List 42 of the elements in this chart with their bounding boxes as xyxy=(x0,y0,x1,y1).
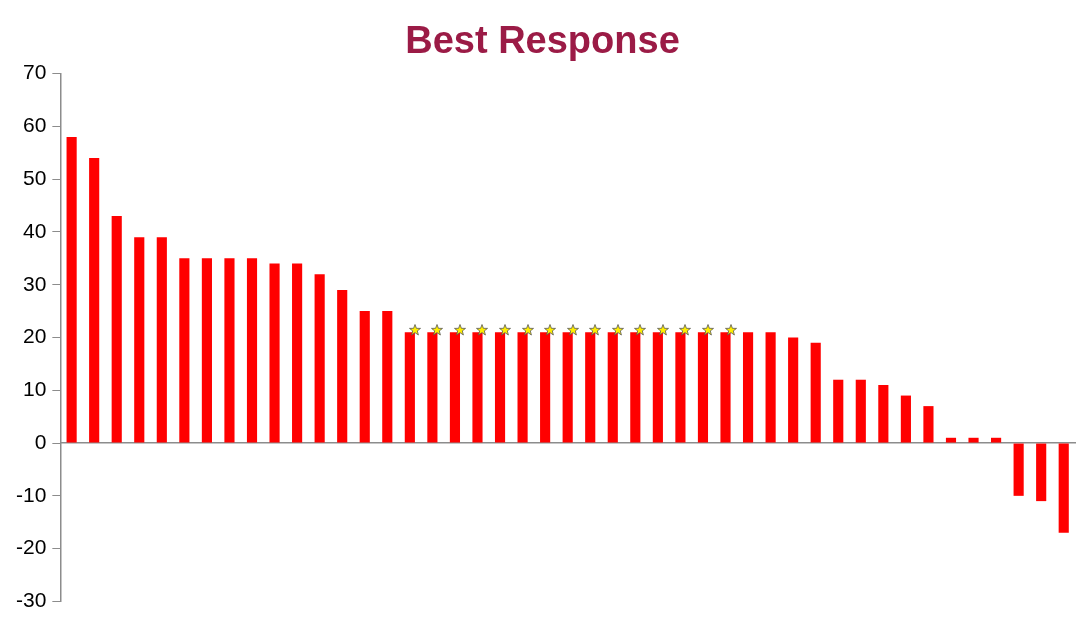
bar xyxy=(269,263,280,443)
bar xyxy=(855,379,866,443)
bar xyxy=(810,342,821,443)
bar xyxy=(765,332,776,443)
y-tick-label: 20 xyxy=(22,324,47,348)
y-tick-label: 0 xyxy=(34,429,47,453)
bar xyxy=(945,437,957,443)
bar xyxy=(224,258,235,443)
bar xyxy=(382,311,393,443)
y-tick-label: 50 xyxy=(22,165,47,189)
bar xyxy=(991,437,1002,443)
bar xyxy=(788,337,799,443)
y-tick-label: 10 xyxy=(22,377,47,401)
bar xyxy=(179,258,190,443)
y-tick-label: 70 xyxy=(22,60,47,84)
bar xyxy=(134,237,145,443)
bar xyxy=(359,311,370,443)
bar xyxy=(742,332,754,443)
bar xyxy=(1036,443,1047,502)
y-tick-label: -20 xyxy=(15,535,47,559)
bar xyxy=(337,290,348,443)
bar xyxy=(156,237,167,443)
bar xyxy=(246,258,258,443)
bar xyxy=(66,136,77,443)
bar xyxy=(292,263,303,443)
bar xyxy=(968,437,979,443)
bar xyxy=(1013,443,1024,496)
bar xyxy=(111,216,122,443)
bar xyxy=(89,158,100,443)
chart-title: Best Response xyxy=(405,19,680,62)
y-tick-label: 60 xyxy=(22,113,47,137)
bar xyxy=(1058,443,1069,533)
y-tick-label: 30 xyxy=(22,271,47,295)
bar xyxy=(833,379,844,443)
bar xyxy=(923,406,934,443)
y-tick-label: 40 xyxy=(22,218,47,242)
bar xyxy=(201,258,212,443)
y-tick-label: -30 xyxy=(15,588,47,612)
bar xyxy=(878,385,889,443)
bar xyxy=(314,274,325,443)
y-tick-label: -10 xyxy=(15,482,47,506)
bar xyxy=(900,395,911,443)
